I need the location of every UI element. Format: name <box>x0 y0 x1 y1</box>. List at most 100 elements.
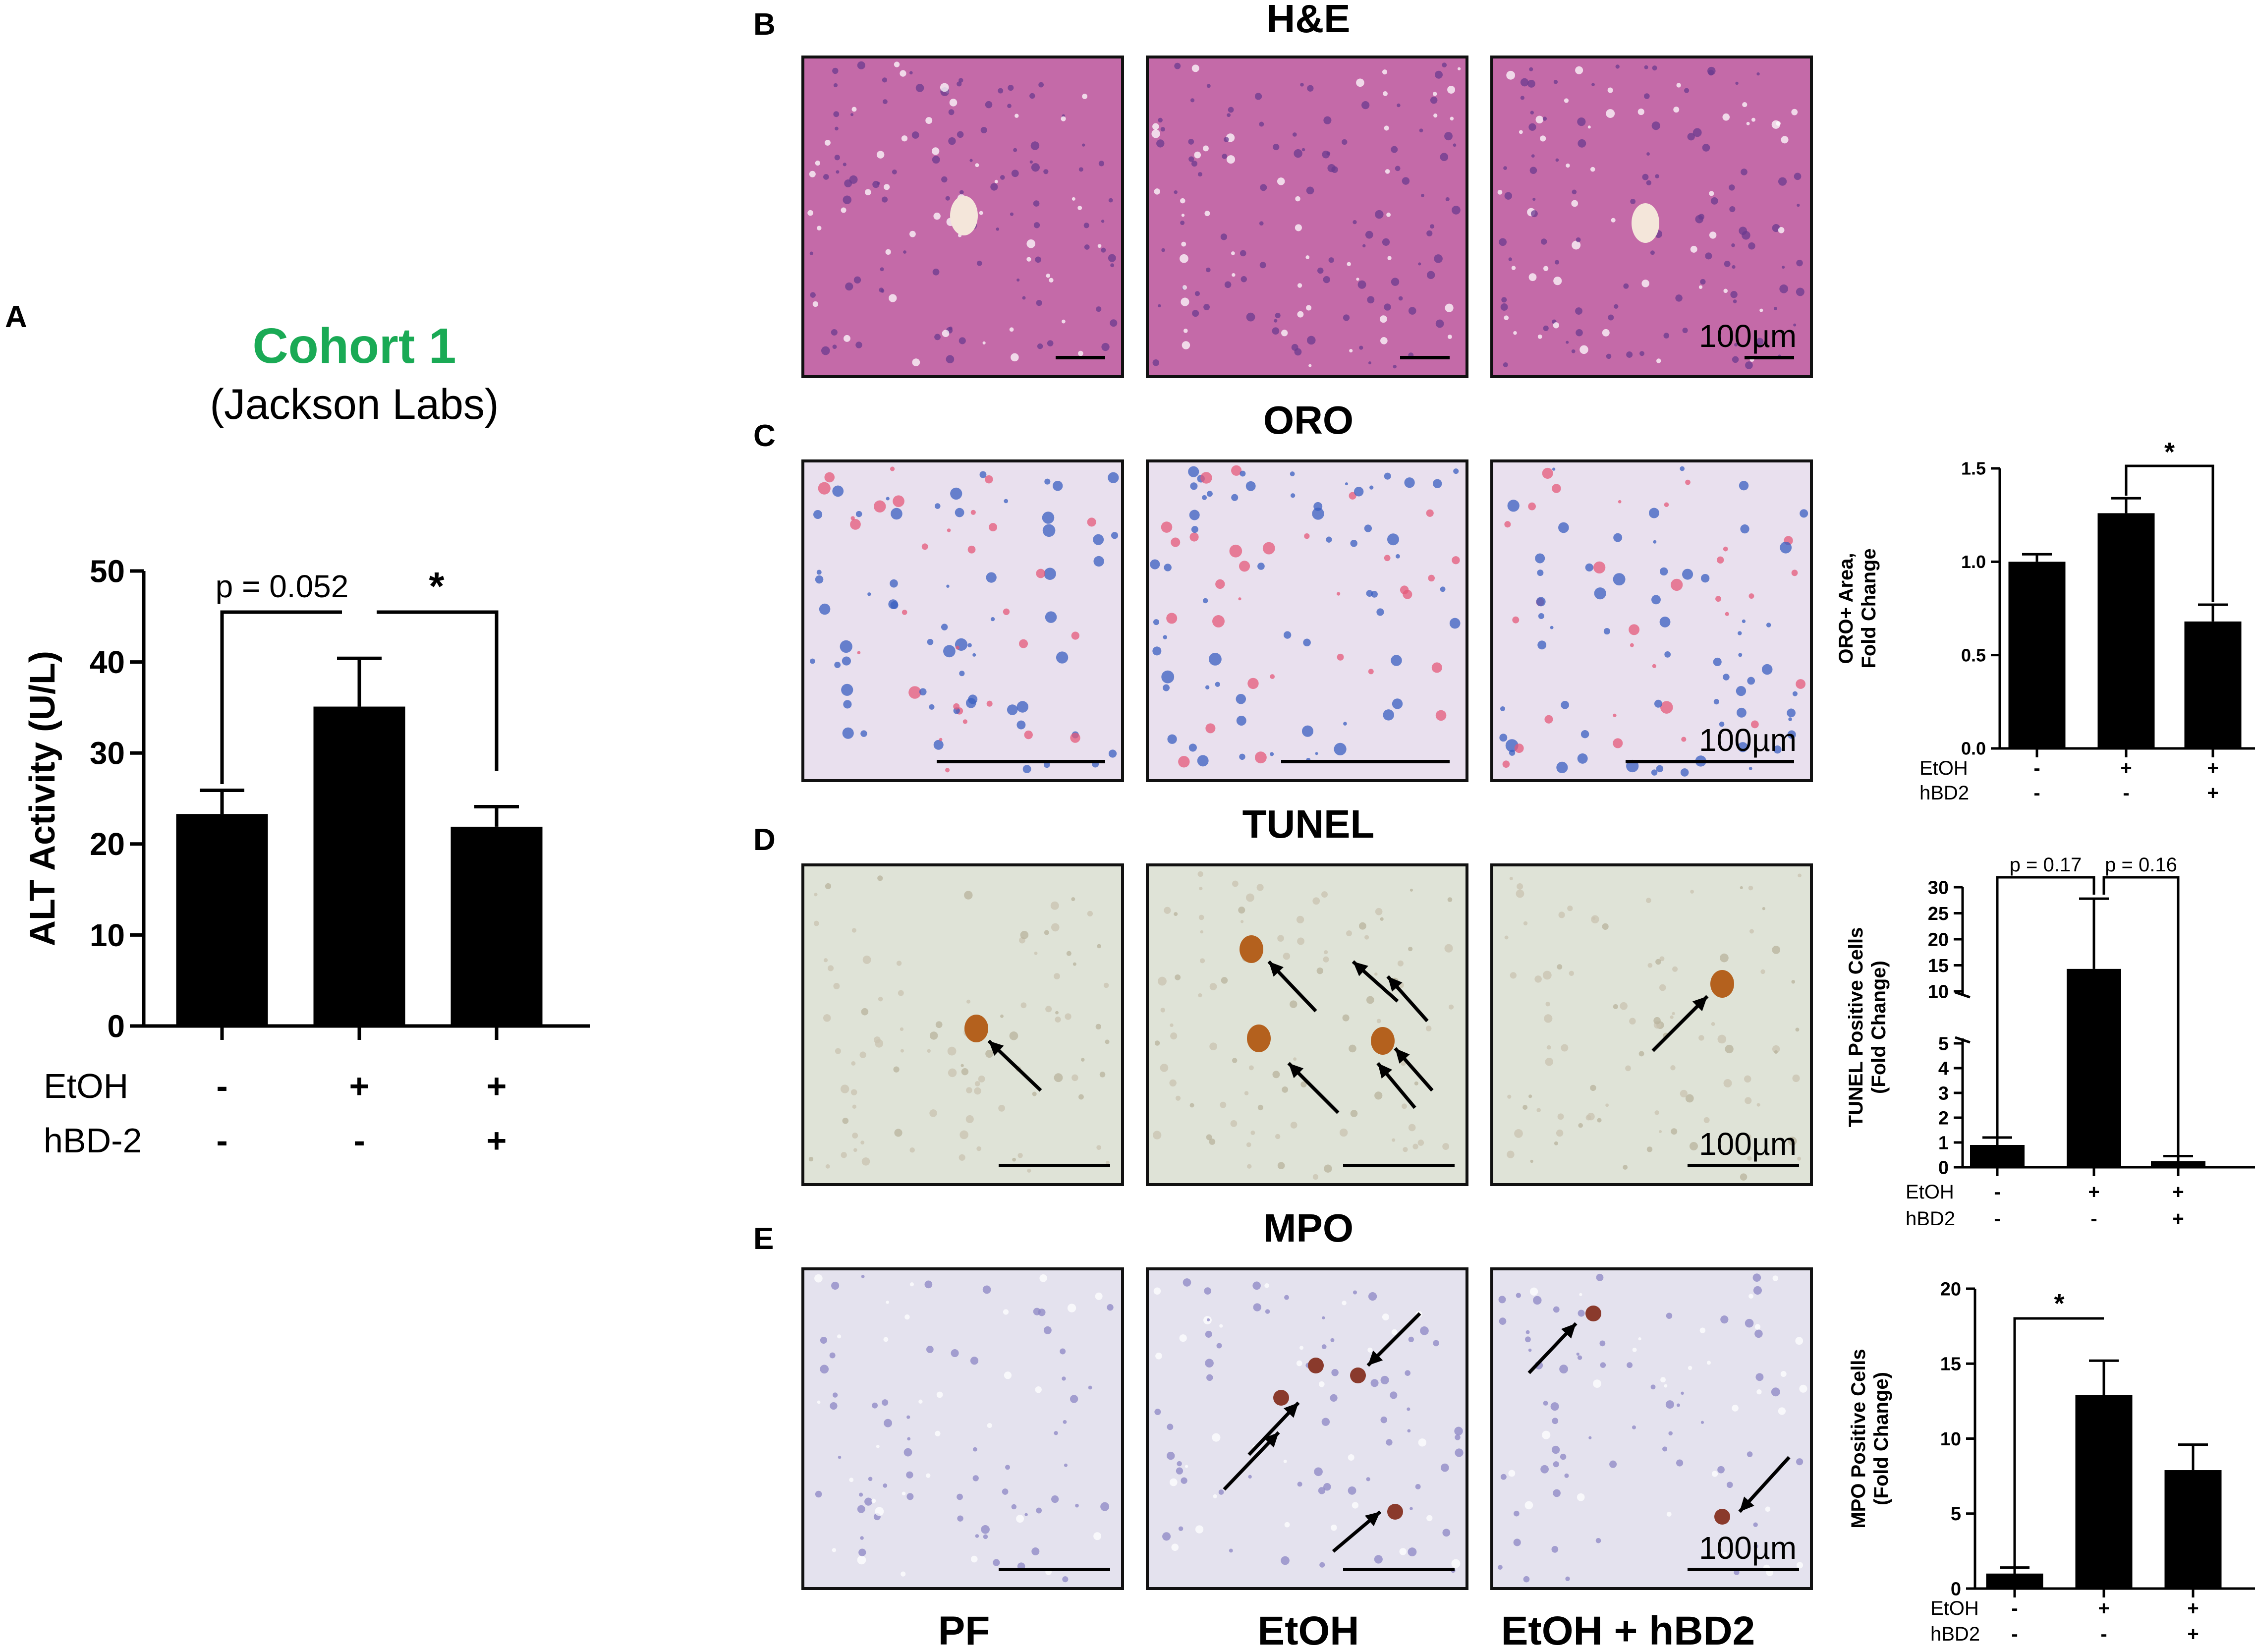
cell-nucleus <box>909 1147 915 1153</box>
cell-nucleus <box>901 135 908 142</box>
y-tick-label: 1.0 <box>1961 552 1986 572</box>
cell-nucleus <box>1745 1097 1752 1104</box>
cell-nucleus <box>1734 342 1738 346</box>
cell-nucleus <box>1587 125 1591 129</box>
cell-nucleus <box>1180 221 1185 226</box>
cell-nucleus <box>1665 1400 1674 1409</box>
cell-nucleus <box>1205 1359 1214 1368</box>
cell-nucleus <box>1197 871 1203 877</box>
y-tick-label: 10 <box>1940 1429 1961 1450</box>
cell-nucleus <box>1306 186 1314 195</box>
cell-nucleus <box>1345 482 1348 486</box>
cell-nucleus <box>1212 615 1225 627</box>
cell-nucleus <box>1540 1465 1549 1474</box>
cell-nucleus <box>1504 935 1509 940</box>
cell-nucleus <box>1222 154 1228 159</box>
cell-nucleus <box>1364 524 1372 532</box>
cell-nucleus <box>1300 83 1304 87</box>
cell-nucleus <box>1600 1362 1606 1368</box>
factor-level: + <box>2172 1181 2184 1203</box>
cell-nucleus <box>1606 353 1612 359</box>
cell-nucleus <box>1551 1546 1559 1553</box>
cell-nucleus <box>1042 512 1055 524</box>
cell-nucleus <box>819 603 831 615</box>
cell-nucleus <box>1296 1360 1302 1367</box>
factor-level: - <box>1994 1208 2000 1230</box>
cell-nucleus <box>946 355 955 364</box>
factor-label: hBD2 <box>1906 1208 1955 1230</box>
cell-nucleus <box>1630 199 1636 204</box>
cell-nucleus <box>932 268 940 276</box>
cell-nucleus <box>1658 1130 1662 1134</box>
cell-nucleus <box>1295 196 1300 202</box>
cell-nucleus <box>831 1281 840 1290</box>
cell-nucleus <box>1277 935 1284 942</box>
cell-nucleus <box>1750 720 1759 729</box>
cell-nucleus <box>1156 139 1165 148</box>
scale-bar <box>1745 356 1794 359</box>
cell-nucleus <box>1516 889 1524 898</box>
cell-nucleus <box>1183 1278 1191 1287</box>
cell-nucleus <box>1206 1374 1213 1381</box>
cell-nucleus <box>1231 494 1239 501</box>
cell-nucleus <box>1292 132 1297 137</box>
cell-nucleus <box>1641 280 1649 287</box>
cell-nucleus <box>1618 500 1622 504</box>
cell-nucleus <box>1749 929 1754 934</box>
central-vein <box>1632 203 1659 243</box>
cell-nucleus <box>1605 1103 1609 1107</box>
cell-nucleus <box>1426 509 1434 517</box>
cell-nucleus <box>1018 639 1028 648</box>
factor-label: hBD2 <box>1930 1623 1980 1645</box>
cell-nucleus <box>957 131 964 138</box>
y-tick-label: 1.5 <box>1961 458 1986 479</box>
cell-nucleus <box>902 610 907 615</box>
cell-nucleus <box>1054 1073 1063 1082</box>
cell-nucleus <box>1577 1493 1585 1501</box>
cell-nucleus <box>1380 337 1388 344</box>
cell-nucleus <box>1529 67 1533 71</box>
cell-nucleus <box>1726 1481 1733 1488</box>
cell-nucleus <box>1576 237 1581 242</box>
cell-nucleus <box>1554 260 1560 265</box>
cell-nucleus <box>1219 1324 1223 1328</box>
cell-nucleus <box>1178 1526 1184 1531</box>
scale-bar <box>1281 760 1450 763</box>
cell-nucleus <box>1324 1164 1332 1173</box>
cell-nucleus <box>1353 220 1357 225</box>
cell-nucleus <box>1312 897 1320 905</box>
cell-nucleus <box>1240 250 1246 257</box>
y-tick-label: 20 <box>1928 929 1949 950</box>
cell-nucleus <box>1387 256 1392 260</box>
arrow-icon <box>987 1039 1042 1092</box>
factor-level: + <box>2187 1623 2199 1645</box>
cell-nucleus <box>843 700 852 709</box>
cell-nucleus <box>1671 1128 1678 1135</box>
cell-nucleus <box>1550 626 1554 629</box>
cell-nucleus <box>1732 1405 1739 1412</box>
cell-nucleus <box>1623 1165 1628 1170</box>
cell-nucleus <box>1364 935 1369 940</box>
cell-nucleus <box>861 1157 870 1166</box>
cell-nucleus <box>1265 1309 1270 1314</box>
cell-nucleus <box>1710 197 1718 205</box>
factor-level: - <box>353 1121 365 1160</box>
cell-nucleus <box>1082 143 1085 147</box>
cell-nucleus <box>942 330 950 338</box>
cell-nucleus <box>842 1117 849 1124</box>
y-tick-label: 40 <box>90 644 125 680</box>
cell-nucleus <box>1447 897 1453 902</box>
cell-nucleus <box>1297 1481 1302 1487</box>
factor-level: - <box>2033 782 2040 804</box>
cell-nucleus <box>967 545 976 554</box>
cell-nucleus <box>1374 972 1378 976</box>
cell-nucleus <box>1382 1313 1389 1321</box>
arrow-icon <box>1247 1401 1300 1456</box>
cell-nucleus <box>857 1505 865 1513</box>
factor-level: - <box>2011 1597 2018 1619</box>
cell-nucleus <box>1587 1113 1595 1121</box>
cell-nucleus <box>1306 336 1316 345</box>
cell-nucleus <box>1453 468 1459 474</box>
cell-nucleus <box>1613 738 1623 748</box>
arrow-icon <box>1738 1456 1791 1513</box>
